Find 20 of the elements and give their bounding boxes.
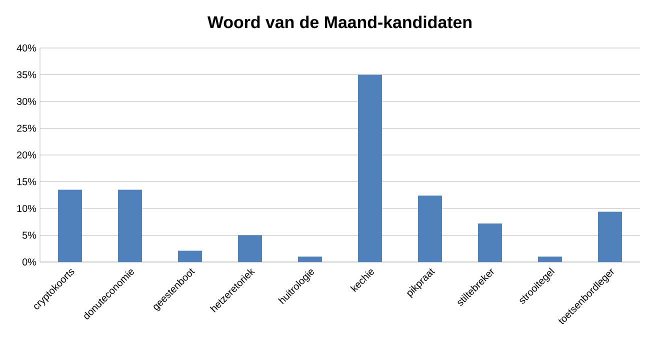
y-tick-label: 40% <box>16 44 36 52</box>
bar <box>298 256 322 262</box>
y-tick-label: 35% <box>16 71 36 78</box>
y-tick-label: 5% <box>22 232 36 239</box>
y-tick-label: 30% <box>16 98 36 106</box>
bar <box>238 235 262 262</box>
chart-title: Woord van de Maand-kandidaten <box>207 16 472 28</box>
bar <box>358 74 382 262</box>
y-tick-label: 15% <box>17 178 36 186</box>
bar <box>478 223 502 262</box>
y-tick-label: 0% <box>22 258 36 266</box>
y-tick-label: 25% <box>17 124 36 132</box>
bar <box>118 190 142 262</box>
y-tick-label: 10% <box>17 204 36 212</box>
y-tick-label: 20% <box>17 151 36 159</box>
bar <box>58 190 82 262</box>
bar <box>418 196 442 262</box>
bar <box>538 256 562 262</box>
bar <box>598 212 622 262</box>
bar <box>178 250 202 262</box>
